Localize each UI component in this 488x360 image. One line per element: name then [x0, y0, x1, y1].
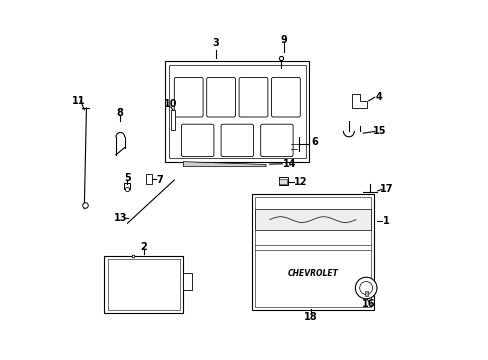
FancyBboxPatch shape — [279, 179, 286, 184]
Text: 6: 6 — [311, 137, 317, 147]
Text: 10: 10 — [163, 99, 177, 109]
Text: 5: 5 — [124, 173, 131, 183]
Text: 17: 17 — [379, 184, 393, 194]
Polygon shape — [170, 110, 175, 130]
FancyBboxPatch shape — [260, 124, 292, 157]
Polygon shape — [183, 273, 192, 290]
FancyBboxPatch shape — [165, 61, 309, 162]
Text: 1: 1 — [383, 216, 389, 226]
Text: 4: 4 — [375, 92, 382, 102]
FancyBboxPatch shape — [104, 256, 183, 313]
Text: 14: 14 — [282, 159, 296, 169]
FancyBboxPatch shape — [251, 194, 373, 310]
FancyBboxPatch shape — [168, 65, 305, 158]
Text: 11: 11 — [72, 96, 85, 106]
FancyBboxPatch shape — [255, 209, 370, 230]
FancyBboxPatch shape — [254, 197, 370, 307]
Polygon shape — [352, 94, 366, 108]
FancyBboxPatch shape — [174, 77, 203, 117]
FancyBboxPatch shape — [278, 177, 287, 185]
Text: 16: 16 — [361, 299, 375, 309]
FancyBboxPatch shape — [221, 124, 253, 157]
Text: 12: 12 — [293, 177, 306, 187]
Text: 7: 7 — [156, 175, 163, 185]
Text: 8: 8 — [117, 108, 123, 118]
Circle shape — [359, 282, 372, 294]
Polygon shape — [183, 162, 265, 167]
Text: 15: 15 — [372, 126, 386, 136]
FancyBboxPatch shape — [181, 124, 213, 157]
FancyBboxPatch shape — [239, 77, 267, 117]
Text: 2: 2 — [140, 242, 147, 252]
Circle shape — [355, 277, 376, 299]
Text: 13: 13 — [113, 213, 127, 223]
FancyBboxPatch shape — [206, 77, 235, 117]
FancyBboxPatch shape — [107, 259, 179, 310]
FancyBboxPatch shape — [145, 174, 152, 184]
Text: 3: 3 — [212, 38, 219, 48]
FancyBboxPatch shape — [271, 77, 300, 117]
Text: 18: 18 — [304, 312, 317, 322]
Text: 9: 9 — [280, 35, 287, 45]
FancyBboxPatch shape — [364, 291, 367, 296]
Text: CHEVROLET: CHEVROLET — [287, 269, 338, 278]
